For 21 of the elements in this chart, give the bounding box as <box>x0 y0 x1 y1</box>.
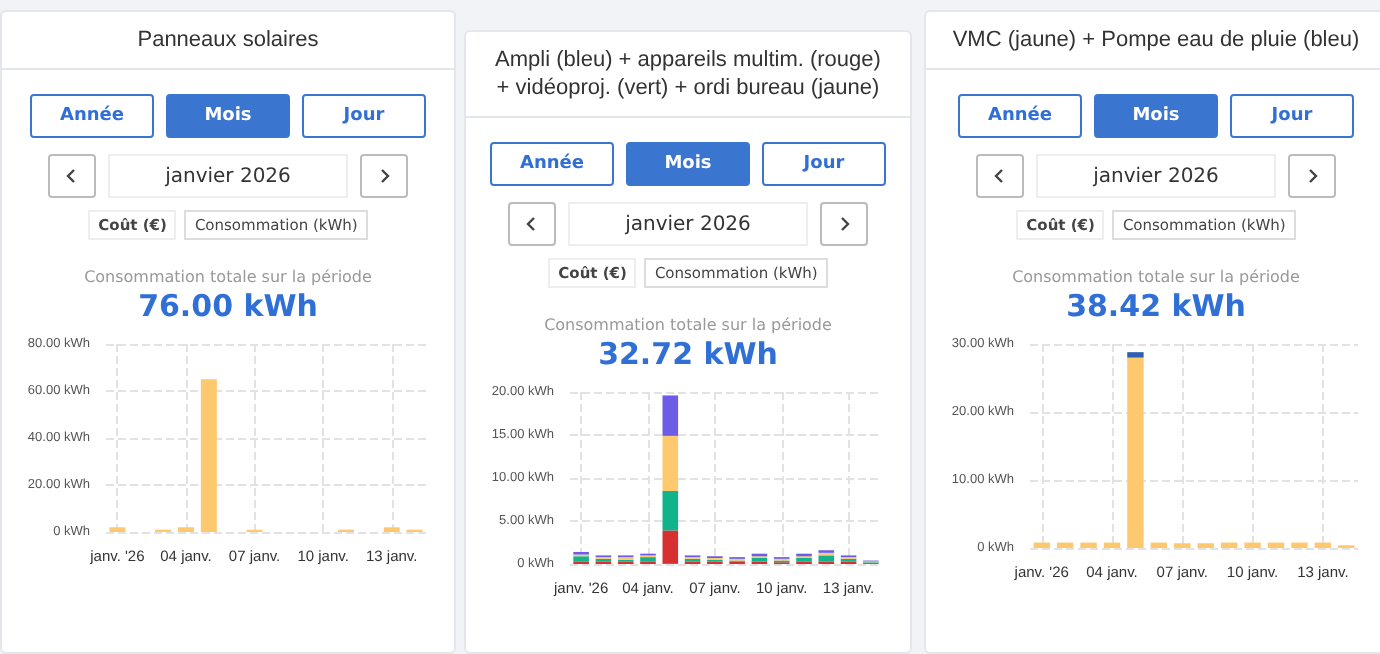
text: Mois <box>626 142 750 186</box>
text: Année <box>490 142 614 186</box>
chart-title: Panneaux solaires <box>2 12 454 70</box>
chart-title: VMC (jaune) + Pompe eau de pluie (bleu) <box>926 12 1380 70</box>
text: Jour <box>302 94 426 138</box>
text: Année <box>958 94 1082 138</box>
text: Jour <box>762 142 886 186</box>
chart-subtitle: Consommation totale sur la période <box>542 316 834 334</box>
text: 76.00 kWh <box>136 288 320 324</box>
text: Jour <box>1230 94 1354 138</box>
chart-title: Ampli (bleu) + appareils multim. (rouge) + vidéoproj. (vert) + ordi bureau (jaune) <box>466 32 910 118</box>
text: 38.42 kWh <box>1064 288 1248 324</box>
text: 32.72 kWh <box>596 336 780 372</box>
chart-subtitle: Consommation totale sur la période <box>1010 268 1302 286</box>
chart-subtitle: Consommation totale sur la période <box>82 268 374 286</box>
text: Mois <box>1094 94 1218 138</box>
text: janvier 2026 <box>568 202 808 246</box>
text: janvier 2026 <box>1036 154 1276 198</box>
text: Mois <box>166 94 290 138</box>
text: janvier 2026 <box>108 154 348 198</box>
text: Année <box>30 94 154 138</box>
